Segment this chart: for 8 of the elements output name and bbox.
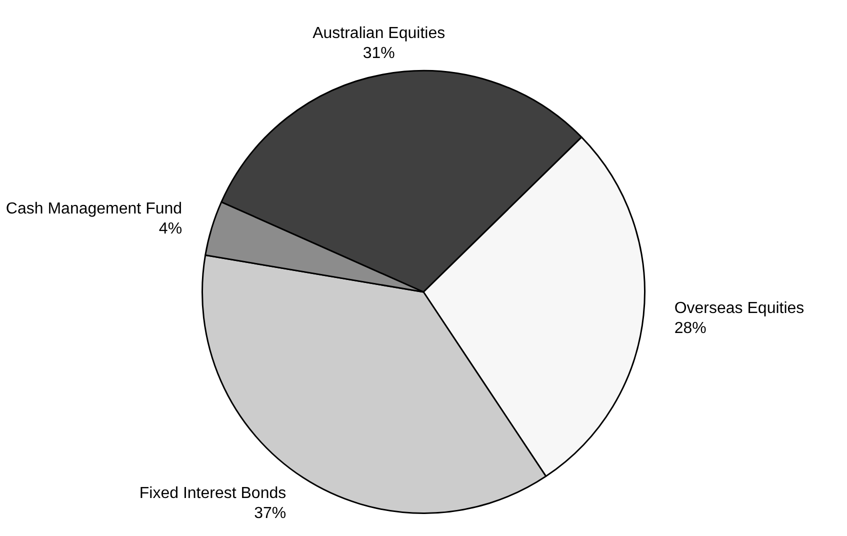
data-label: 28% — [674, 320, 706, 337]
data-label: 4% — [158, 220, 182, 238]
slice-label: Fixed Interest Bonds — [139, 484, 286, 502]
slice-label: Overseas Equities — [674, 300, 804, 317]
slice-label: Cash Management Fund — [6, 200, 182, 218]
data-label: 37% — [254, 504, 286, 522]
data-label: 31% — [362, 45, 395, 62]
slice-label: Australian Equities — [312, 25, 446, 42]
